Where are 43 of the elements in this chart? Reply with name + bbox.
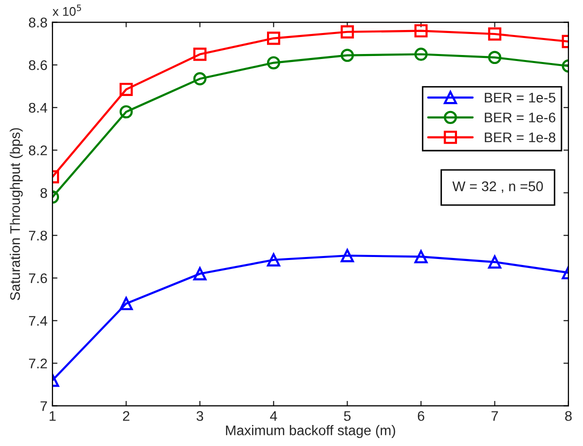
point <box>120 82 133 96</box>
y-tick-label: 7.6 <box>29 273 47 284</box>
x-axis-title: Maximum backoff stage (m) <box>226 425 396 438</box>
point <box>414 24 428 38</box>
point <box>488 255 502 269</box>
point <box>193 267 206 280</box>
point <box>340 48 354 62</box>
x-tick-label: 2 <box>123 411 130 421</box>
y-tick-label: 7.4 <box>29 316 48 326</box>
legend-label: BER = 1e-8 <box>484 132 556 142</box>
point <box>488 50 502 64</box>
y-tick-label: 8.8 <box>28 18 48 28</box>
x-tick-label: 5 <box>344 411 351 421</box>
y-tick-label: 7.2 <box>29 358 47 368</box>
point <box>193 72 206 86</box>
y-tick-label: 7 <box>40 401 47 411</box>
y-tick-label: 8 <box>40 188 48 198</box>
y-tick-label: 8.2 <box>28 145 47 156</box>
annotation: W = 32 , n =50 <box>452 181 543 193</box>
x-tick-label: 3 <box>196 411 204 421</box>
y-tick-label: 8.4 <box>28 102 48 113</box>
y-tick-label: 7.8 <box>29 230 48 241</box>
point <box>414 48 428 61</box>
text: x 10$^{5}$ <box>52 4 82 16</box>
point <box>266 56 280 70</box>
point <box>488 27 502 41</box>
point <box>120 296 133 310</box>
point <box>193 48 206 61</box>
legend-label: BER = 1e-5 <box>484 92 556 103</box>
point <box>266 253 280 266</box>
x-tick-label: 4 <box>270 411 278 421</box>
x-tick-label: 6 <box>418 411 424 421</box>
legend-label: BER = 1e-6 <box>484 112 556 122</box>
y-axis-title: Saturation Throughput (bps) <box>10 128 23 300</box>
point <box>266 32 280 45</box>
point <box>414 250 428 264</box>
point <box>340 249 354 262</box>
point <box>120 105 133 118</box>
y-tick-label: 8.6 <box>28 60 47 70</box>
point <box>340 25 354 38</box>
x-tick-label: 1 <box>50 411 56 421</box>
x-tick-label: 8 <box>565 411 572 421</box>
x-tick-label: 7 <box>492 411 498 421</box>
